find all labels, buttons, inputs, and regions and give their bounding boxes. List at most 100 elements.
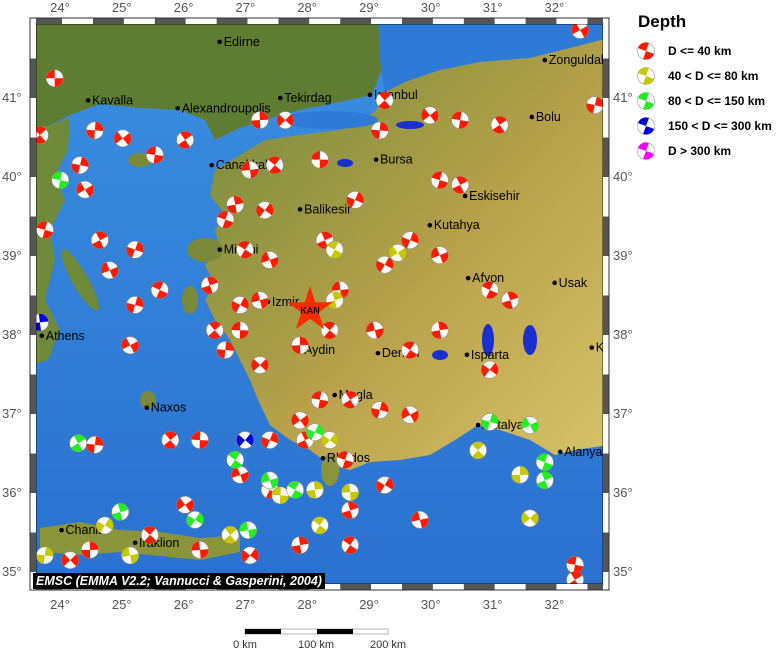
city-marker: [217, 39, 223, 45]
city-marker: [529, 114, 535, 120]
focal-mechanism: [451, 111, 469, 129]
focal-mechanism: [126, 296, 144, 314]
lat-label-left: 37°: [2, 406, 22, 421]
lat-label-right: 35°: [613, 564, 633, 579]
focal-mechanism: [236, 240, 254, 259]
focal-mechanism: [535, 471, 554, 490]
frame-segment: [494, 584, 526, 590]
frame-segment: [603, 572, 609, 584]
frame-segment: [30, 374, 36, 414]
focal-mechanism: [511, 466, 529, 484]
lon-label-bottom: 28°: [297, 597, 317, 612]
focal-mechanism: [231, 321, 249, 340]
focal-mechanism: [306, 423, 324, 441]
legend-item-1: 40 < D <= 80 km: [636, 63, 772, 88]
focal-mechanism: [370, 401, 389, 419]
frame-segment: [587, 18, 603, 24]
city-marker: [332, 392, 337, 398]
focal-mechanism: [375, 91, 394, 110]
frame-segment: [216, 18, 248, 24]
focal-mechanism: [480, 360, 499, 379]
focal-mechanism: [241, 546, 259, 565]
focal-mechanism: [36, 546, 54, 565]
city-label: Afyon: [472, 271, 504, 285]
focal-mechanism: [161, 431, 180, 449]
frame-segment: [603, 295, 609, 335]
lon-label-top: 26°: [173, 0, 194, 15]
epicenter-layer: KAN: [287, 285, 333, 330]
focal-mechanism: [186, 511, 204, 529]
city-marker: [475, 422, 481, 428]
lat-label-right: 40°: [613, 169, 633, 184]
frame-segment: [463, 584, 495, 590]
focal-mechanism: [311, 516, 329, 535]
city-marker: [589, 345, 595, 350]
land-greece: [36, 118, 70, 364]
focal-mechanism: [311, 390, 329, 409]
legend-item-4: D > 300 km: [636, 138, 772, 163]
city-label: Kavalla: [92, 93, 133, 107]
map-canvas: Edirne Zonguldak Kavalla Alexandroupolis Tek…: [36, 24, 608, 584]
frame-segment: [36, 18, 63, 24]
city-label: Bolu: [536, 110, 561, 124]
focal-mechanism: [45, 69, 64, 88]
focal-mechanism: [95, 516, 114, 535]
focal-mechanism: [251, 356, 269, 374]
lon-label-top: 25°: [111, 0, 132, 15]
lon-label-bottom: 31°: [482, 597, 503, 612]
city-label: Athens: [46, 329, 85, 343]
focal-mechanism: [121, 336, 139, 355]
scale-segment: [245, 629, 281, 634]
lat-label-left: 35°: [2, 564, 22, 579]
frame-segment: [30, 216, 36, 256]
city-label: Bursa: [380, 153, 413, 167]
city-label: Usak: [559, 276, 588, 290]
beachball-glyph: [637, 116, 655, 135]
island-naxos: [140, 391, 156, 409]
frame-segment: [525, 584, 557, 590]
focal-mechanism: [260, 431, 279, 449]
city-label: Tekirdag: [284, 91, 331, 105]
focal-mechanism: [231, 466, 249, 484]
focal-mechanism: [236, 431, 254, 449]
city-label: Alexandroupolis: [182, 101, 271, 115]
lat-label-left: 41°: [2, 90, 22, 105]
city-marker: [297, 207, 303, 212]
focal-mechanism: [341, 483, 359, 502]
focal-mechanism: [146, 146, 164, 164]
frame-segment: [603, 453, 609, 493]
frame-segment: [556, 18, 588, 24]
island-chios: [182, 286, 198, 314]
focal-mechanism: [430, 246, 449, 265]
focal-mechanism: [91, 231, 109, 249]
legend-label: 80 < D <= 150 km: [668, 93, 766, 108]
focal-mechanism: [375, 255, 394, 274]
focal-mechanism: [86, 121, 104, 140]
focal-mechanism: [141, 526, 159, 544]
island-lesbos: [187, 238, 223, 262]
focal-mechanism: [566, 571, 584, 584]
city-marker: [39, 333, 45, 339]
lake: [432, 350, 448, 360]
frame-segment: [154, 18, 186, 24]
lake: [523, 325, 537, 355]
focal-mechanism: [311, 150, 329, 169]
focal-mechanism: [191, 541, 209, 559]
focal-mechanism: [201, 276, 219, 295]
city-marker: [464, 352, 470, 358]
city-label: Zonguldak: [549, 53, 608, 67]
focal-mechanism: [226, 195, 244, 214]
legend-item-3: 150 < D <= 300 km: [636, 113, 772, 138]
focal-mechanism: [370, 121, 389, 140]
frame-segment: [30, 295, 36, 335]
lon-label-top: 28°: [297, 0, 317, 15]
focal-mechanism: [501, 291, 519, 310]
frame-segment: [587, 584, 603, 590]
focal-mechanism: [231, 296, 249, 314]
beachball-glyph: [637, 91, 655, 110]
sea-of-marmara: [282, 111, 378, 129]
frame-segment: [603, 532, 609, 572]
frame-segment: [62, 18, 94, 24]
focal-mechanism: [271, 486, 290, 505]
frame-segment: [603, 256, 609, 296]
